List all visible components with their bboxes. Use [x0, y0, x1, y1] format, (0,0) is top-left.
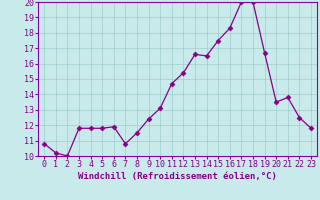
- X-axis label: Windchill (Refroidissement éolien,°C): Windchill (Refroidissement éolien,°C): [78, 172, 277, 181]
